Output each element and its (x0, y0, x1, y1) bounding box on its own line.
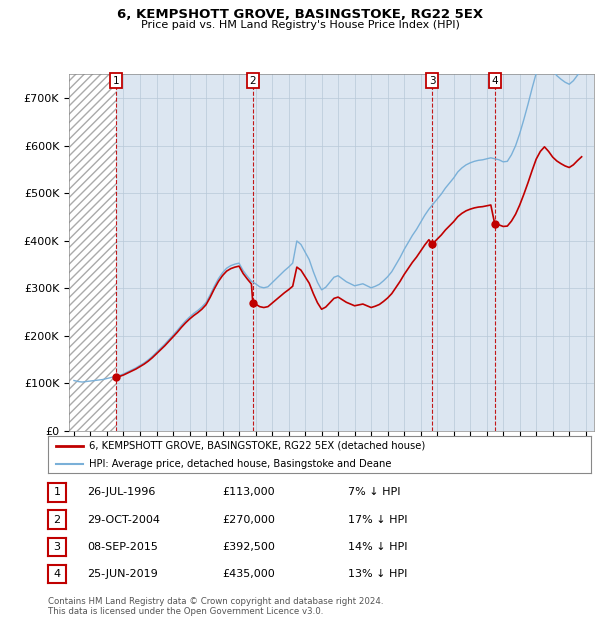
Text: £435,000: £435,000 (222, 569, 275, 579)
Text: £113,000: £113,000 (222, 487, 275, 497)
Text: 14% ↓ HPI: 14% ↓ HPI (348, 542, 407, 552)
Text: 26-JUL-1996: 26-JUL-1996 (87, 487, 155, 497)
Text: 17% ↓ HPI: 17% ↓ HPI (348, 515, 407, 525)
Text: This data is licensed under the Open Government Licence v3.0.: This data is licensed under the Open Gov… (48, 607, 323, 616)
Text: 6, KEMPSHOTT GROVE, BASINGSTOKE, RG22 5EX: 6, KEMPSHOTT GROVE, BASINGSTOKE, RG22 5E… (117, 8, 483, 21)
Text: 2: 2 (53, 515, 61, 525)
Text: 4: 4 (491, 76, 498, 86)
Text: 6, KEMPSHOTT GROVE, BASINGSTOKE, RG22 5EX (detached house): 6, KEMPSHOTT GROVE, BASINGSTOKE, RG22 5E… (89, 441, 425, 451)
Text: 1: 1 (53, 487, 61, 497)
Text: 4: 4 (53, 569, 61, 579)
Text: 3: 3 (429, 76, 436, 86)
Text: Price paid vs. HM Land Registry's House Price Index (HPI): Price paid vs. HM Land Registry's House … (140, 20, 460, 30)
Text: 25-JUN-2019: 25-JUN-2019 (87, 569, 158, 579)
Text: 7% ↓ HPI: 7% ↓ HPI (348, 487, 401, 497)
Text: £392,500: £392,500 (222, 542, 275, 552)
Bar (69, 74, 116, 431)
Text: 2: 2 (250, 76, 256, 86)
Text: 29-OCT-2004: 29-OCT-2004 (87, 515, 160, 525)
Text: 1: 1 (113, 76, 119, 86)
Text: 3: 3 (53, 542, 61, 552)
Text: 08-SEP-2015: 08-SEP-2015 (87, 542, 158, 552)
Text: Contains HM Land Registry data © Crown copyright and database right 2024.: Contains HM Land Registry data © Crown c… (48, 597, 383, 606)
Text: HPI: Average price, detached house, Basingstoke and Deane: HPI: Average price, detached house, Basi… (89, 459, 391, 469)
Text: £270,000: £270,000 (222, 515, 275, 525)
Text: 13% ↓ HPI: 13% ↓ HPI (348, 569, 407, 579)
